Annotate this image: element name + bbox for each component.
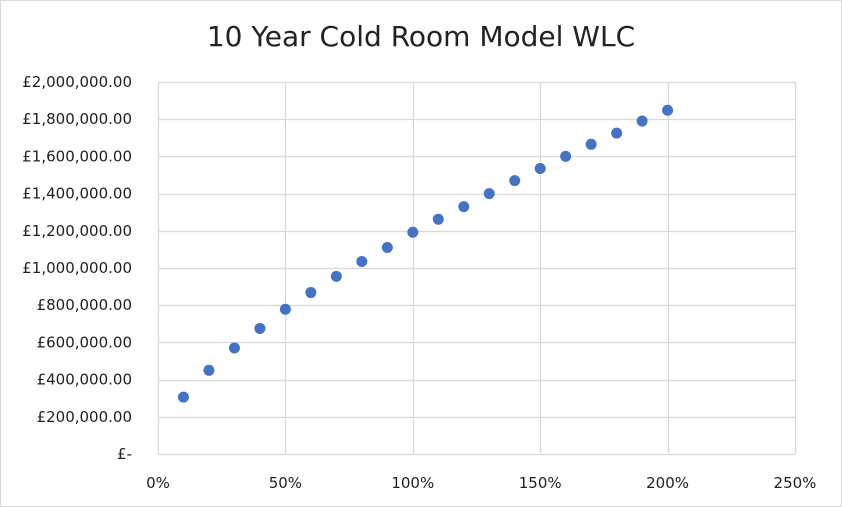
data-point <box>662 104 674 116</box>
y-tick-label: £200,000.00 <box>37 408 132 426</box>
data-point <box>458 201 470 213</box>
x-tick-label: 200% <box>646 474 689 492</box>
data-point <box>330 270 342 282</box>
data-point <box>483 188 495 200</box>
y-tick-label: £- <box>117 445 132 463</box>
data-point <box>534 162 546 174</box>
x-axis-tick-labels: 0% 50% 100% 150% 200% 250% <box>146 474 816 492</box>
data-point <box>560 150 572 162</box>
x-tick-label: 100% <box>391 474 434 492</box>
data-point <box>432 213 444 225</box>
y-tick-label: £1,800,000.00 <box>22 110 132 128</box>
x-tick-label: 150% <box>519 474 562 492</box>
y-axis-tick-labels: £- £200,000.00 £400,000.00 £600,000.00 £800,… <box>22 73 132 463</box>
data-point <box>203 364 215 376</box>
x-tick-label: 0% <box>146 474 170 492</box>
y-tick-label: £2,000,000.00 <box>22 73 132 91</box>
data-point <box>228 342 240 354</box>
data-point <box>585 138 597 150</box>
data-point <box>407 226 419 238</box>
data-point <box>279 303 291 315</box>
y-tick-label: £1,600,000.00 <box>22 147 132 165</box>
y-tick-label: £600,000.00 <box>37 333 132 351</box>
x-tick-label: 250% <box>774 474 817 492</box>
data-point <box>611 127 623 139</box>
data-point <box>356 255 368 267</box>
data-point <box>254 322 266 334</box>
data-point <box>636 115 648 127</box>
gridlines <box>157 81 797 456</box>
y-tick-label: £800,000.00 <box>37 296 132 314</box>
data-point <box>381 242 393 254</box>
y-tick-label: £1,400,000.00 <box>22 185 132 203</box>
data-point <box>305 287 317 299</box>
x-tick-label: 50% <box>269 474 302 492</box>
y-tick-label: £1,000,000.00 <box>22 259 132 277</box>
data-points <box>177 104 674 403</box>
y-tick-label: £400,000.00 <box>37 371 132 389</box>
data-point <box>177 391 189 403</box>
data-point <box>509 175 521 187</box>
chart-title: 10 Year Cold Room Model WLC <box>206 20 636 53</box>
y-tick-label: £1,200,000.00 <box>22 222 132 240</box>
